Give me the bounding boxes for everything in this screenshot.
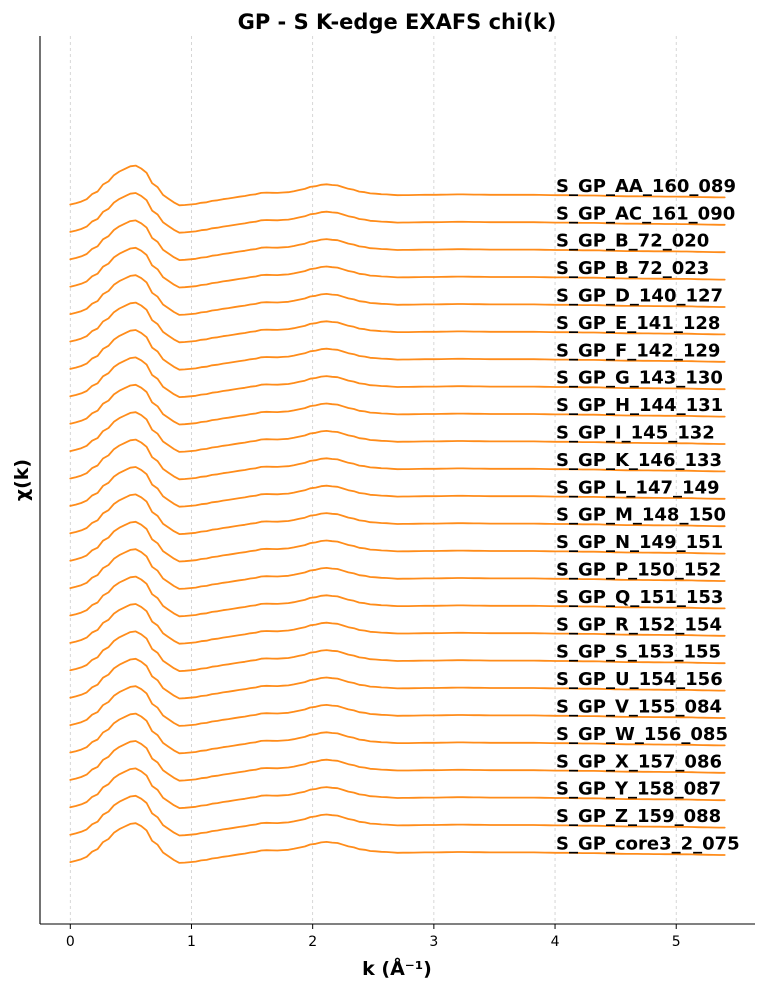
series-label: S_GP_AA_160_089 bbox=[556, 176, 736, 197]
series-label: S_GP_V_155_084 bbox=[556, 697, 722, 718]
series-line bbox=[69, 246, 726, 289]
series-line bbox=[69, 822, 726, 864]
chart-title: GP - S K-edge EXAFS chi(k) bbox=[238, 10, 557, 34]
series-label: S_GP_U_154_156 bbox=[556, 669, 723, 690]
series-line bbox=[69, 712, 726, 755]
series-label: S_GP_B_72_023 bbox=[556, 258, 709, 279]
series-label: S_GP_F_142_129 bbox=[556, 340, 720, 361]
series-label: S_GP_Y_158_087 bbox=[556, 779, 721, 800]
x-tick-label: 0 bbox=[66, 934, 75, 950]
series-label: S_GP_K_146_133 bbox=[556, 450, 722, 471]
series-label: S_GP_M_148_150 bbox=[556, 505, 726, 526]
series-line bbox=[69, 164, 726, 207]
series-label: S_GP_P_150_152 bbox=[556, 560, 721, 581]
grid-lines bbox=[69, 36, 677, 924]
x-tick-label: 1 bbox=[187, 934, 196, 950]
series-line bbox=[69, 411, 726, 453]
series-line bbox=[69, 794, 726, 837]
series-labels: S_GP_AA_160_089 S_GP_AC_161_090 S_GP_B_72_… bbox=[556, 176, 740, 855]
series-label: S_GP_R_152_154 bbox=[556, 614, 722, 635]
series-line bbox=[69, 548, 726, 590]
series-line bbox=[69, 274, 726, 316]
series-label: S_GP_B_72_020 bbox=[556, 231, 709, 252]
series-label: S_GP_I_145_132 bbox=[556, 423, 715, 444]
x-tick-label: 3 bbox=[429, 934, 438, 950]
x-tick-label: 5 bbox=[672, 934, 681, 950]
series-label: S_GP_E_141_128 bbox=[556, 313, 720, 334]
series-label: S_GP_G_143_130 bbox=[556, 368, 723, 389]
series-line bbox=[69, 383, 726, 426]
series-line bbox=[69, 356, 726, 398]
series-line bbox=[69, 301, 726, 344]
series-line bbox=[69, 192, 726, 234]
series-label: S_GP_S_153_155 bbox=[556, 642, 721, 663]
x-axis-label: k (Å⁻¹) bbox=[362, 956, 432, 980]
series-line bbox=[69, 219, 726, 261]
series-label: S_GP_D_140_127 bbox=[556, 286, 723, 307]
x-tick-label: 4 bbox=[551, 934, 560, 950]
series-label: S_GP_AC_161_090 bbox=[556, 203, 735, 224]
series-label: S_GP_H_144_131 bbox=[556, 395, 723, 416]
series-line bbox=[69, 740, 726, 782]
series-label: S_GP_W_156_085 bbox=[556, 724, 728, 745]
series-line bbox=[69, 685, 726, 727]
series-line bbox=[69, 630, 726, 672]
series-line bbox=[69, 438, 726, 481]
series-label: S_GP_N_149_151 bbox=[556, 532, 723, 553]
series-line bbox=[69, 329, 726, 371]
series-line bbox=[69, 466, 726, 508]
series-line bbox=[69, 603, 726, 645]
series-lines bbox=[69, 164, 726, 864]
series-label: S_GP_Q_151_153 bbox=[556, 587, 723, 608]
series-line bbox=[69, 657, 726, 700]
y-axis-label: χ(k) bbox=[11, 459, 33, 501]
series-label: S_GP_core3_2_075 bbox=[556, 834, 740, 855]
x-axis-ticks: 0 1 2 3 4 5 bbox=[66, 924, 681, 950]
axes bbox=[39, 36, 755, 925]
series-line bbox=[69, 493, 726, 535]
series-label: S_GP_X_157_086 bbox=[556, 751, 722, 772]
series-label: S_GP_Z_159_088 bbox=[556, 806, 721, 827]
series-label: S_GP_L_147_149 bbox=[556, 477, 720, 498]
series-line bbox=[69, 767, 726, 809]
series-line bbox=[69, 520, 726, 563]
series-line bbox=[69, 575, 726, 618]
x-tick-label: 2 bbox=[308, 934, 317, 950]
